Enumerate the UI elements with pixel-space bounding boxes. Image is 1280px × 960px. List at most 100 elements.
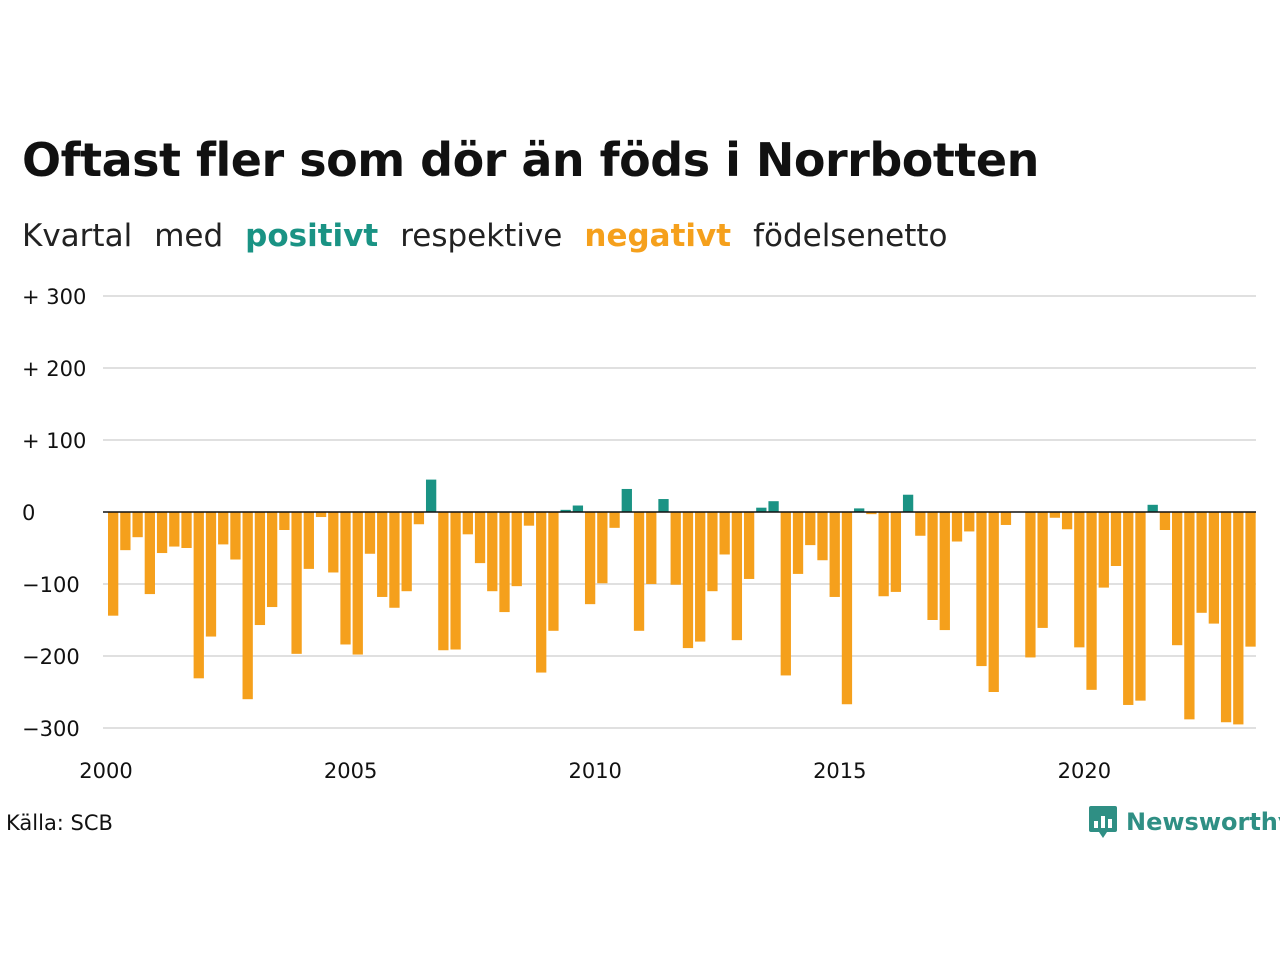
bar-quarter-91 [1208, 512, 1219, 624]
bar-quarter-47 [670, 512, 681, 585]
bar-quarter-3 [132, 512, 143, 538]
bar-quarter-78 [1049, 512, 1061, 518]
bar-quarter-67 [915, 512, 926, 536]
bar-quarter-1 [108, 512, 119, 616]
bar-quarter-45 [646, 512, 657, 584]
bar-quarter-5 [156, 512, 168, 554]
bar-quarter-11 [230, 512, 241, 560]
bar-quarter-42 [609, 512, 620, 528]
bar-quarter-39 [572, 505, 584, 512]
bar-quarter-94 [1245, 512, 1256, 647]
bar-quarter-33 [499, 512, 510, 613]
bar-quarter-80 [1074, 512, 1085, 648]
source-label: Källa: SCB [6, 811, 113, 835]
y-tick-label: + 300 [22, 285, 86, 309]
subtitle-word-kvartal: Kvartal [22, 218, 133, 254]
bar-quarter-51 [719, 512, 730, 555]
bar-chart: + 300 + 200 + 100 0 −100 −200 −300 2000 2005 2010… [22, 285, 1256, 783]
subtitle-word-med: med [154, 218, 224, 254]
bar-quarter-34 [511, 512, 522, 587]
bar-quarter-37 [548, 512, 559, 631]
bar-quarter-43 [621, 488, 632, 512]
bar-quarter-71 [964, 512, 975, 532]
bar-quarter-7 [181, 512, 192, 548]
bar-chart-speech-bubble-icon [1089, 806, 1117, 838]
bar-quarter-18 [315, 512, 327, 518]
bar-quarter-82 [1098, 512, 1109, 588]
x-tick-label: 2015 [813, 759, 866, 783]
bar-quarter-25 [401, 512, 412, 592]
bar-quarter-22 [364, 512, 376, 554]
bar-quarter-68 [927, 512, 938, 620]
bar-quarter-38 [560, 509, 571, 512]
chart-subtitle: Kvartal med positivt respektive negativt föde… [22, 218, 970, 254]
bar-quarter-87 [1159, 512, 1171, 530]
bar-quarter-8 [193, 512, 204, 679]
bar-quarter-13 [254, 512, 266, 626]
chart-title: Oftast fler som dör än föds i Norrbotten [22, 133, 1039, 187]
bar-quarter-74 [1000, 512, 1012, 525]
bar-quarter-69 [939, 512, 950, 631]
y-tick-label: + 200 [22, 357, 86, 381]
bar-quarter-93 [1233, 512, 1244, 725]
bar-quarter-64 [878, 512, 889, 597]
y-tick-label: −300 [22, 717, 80, 741]
bar-quarter-50 [707, 512, 718, 592]
bar-quarter-21 [352, 512, 363, 655]
bar-quarter-35 [523, 512, 535, 526]
bar-quarter-62 [854, 508, 865, 512]
bar-quarter-28 [438, 512, 449, 651]
x-tick-label: 2005 [324, 759, 377, 783]
x-tick-label: 2010 [568, 759, 621, 783]
bar-quarter-61 [841, 512, 853, 705]
bar-quarter-32 [487, 512, 498, 592]
subtitle-word-fodelsenetto: födelsenetto [753, 218, 948, 254]
bar-quarter-56 [780, 512, 791, 676]
brand-logo: Newsworthy [1088, 804, 1280, 840]
brand-name: Newsworthy [1126, 808, 1280, 836]
bar-quarter-58 [805, 512, 816, 546]
bar-quarter-12 [242, 512, 253, 700]
bar-quarter-41 [597, 512, 608, 584]
bar-quarter-77 [1037, 512, 1048, 628]
bar-quarter-19 [328, 512, 339, 573]
bar-quarter-16 [291, 512, 302, 654]
bar-quarter-59 [817, 512, 828, 561]
bar-quarter-48 [682, 512, 694, 649]
bar-quarter-17 [303, 512, 314, 569]
bar-quarter-31 [474, 512, 486, 564]
bar-quarter-9 [205, 512, 217, 637]
bar-quarter-55 [768, 501, 779, 512]
bar-quarter-88 [1172, 512, 1183, 646]
bar-quarter-66 [902, 494, 914, 512]
bar-quarter-44 [633, 512, 645, 631]
bar-quarter-73 [988, 512, 999, 692]
y-tick-label: 0 [22, 501, 35, 525]
bar-quarter-85 [1135, 512, 1146, 701]
bar-quarter-53 [743, 512, 755, 579]
bar-quarter-79 [1061, 512, 1073, 530]
bar-quarter-90 [1196, 512, 1207, 613]
bar-quarter-63 [866, 512, 877, 515]
bar-quarter-29 [450, 512, 461, 650]
bar-quarter-57 [792, 512, 804, 574]
subtitle-word-respektive: respektive [400, 218, 563, 254]
y-tick-label: −200 [22, 645, 80, 669]
bar-quarter-92 [1220, 512, 1232, 723]
bar-quarter-40 [584, 512, 596, 605]
bar-quarter-86 [1147, 504, 1158, 512]
bar-quarter-15 [279, 512, 290, 530]
bar-quarter-72 [976, 512, 987, 667]
bar-quarter-81 [1086, 512, 1097, 690]
bar-quarter-65 [890, 512, 902, 592]
subtitle-positive-label: positivt [245, 218, 379, 254]
bar-quarter-6 [169, 512, 180, 547]
y-tick-label: + 100 [22, 429, 86, 453]
x-tick-label: 2000 [79, 759, 132, 783]
bar-quarter-30 [462, 512, 473, 535]
bar-quarter-46 [658, 499, 669, 512]
bar-quarter-2 [120, 512, 131, 551]
bar-quarter-83 [1110, 512, 1122, 566]
bar-quarter-84 [1123, 512, 1134, 705]
bar-quarter-10 [218, 512, 229, 545]
